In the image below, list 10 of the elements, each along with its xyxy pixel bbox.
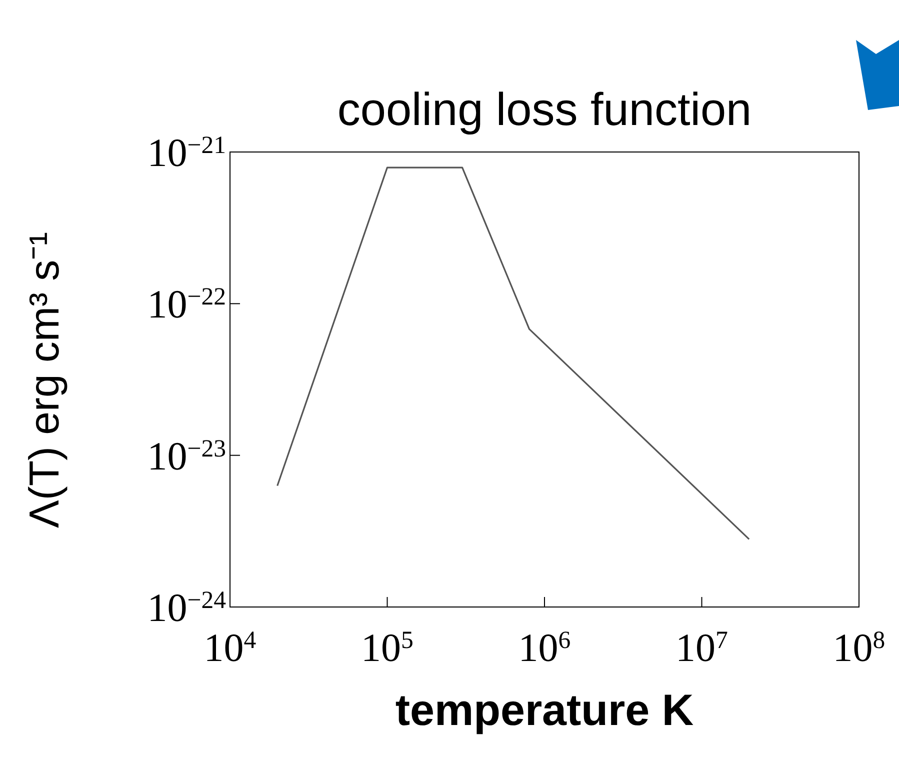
x-tick-label: 10$^{8}$ bbox=[832, 625, 886, 670]
x-tick-label: 10$^{5}$ bbox=[361, 625, 414, 670]
x-axis-title: temperature K bbox=[394, 686, 695, 736]
x-tick-label: 10$^{7}$ bbox=[676, 625, 728, 670]
y-axis-title: Λ(T) erg cm³ s⁻¹ bbox=[20, 232, 68, 528]
y-tick-label: 10$^{−22}$ bbox=[147, 282, 226, 327]
x-tick-label: 10$^{6}$ bbox=[518, 625, 571, 670]
y-tick-label: 10$^{−23}$ bbox=[147, 433, 226, 478]
y-tick-label: 10$^{−21}$ bbox=[147, 130, 226, 175]
chart-title: cooling loss function bbox=[336, 82, 753, 136]
